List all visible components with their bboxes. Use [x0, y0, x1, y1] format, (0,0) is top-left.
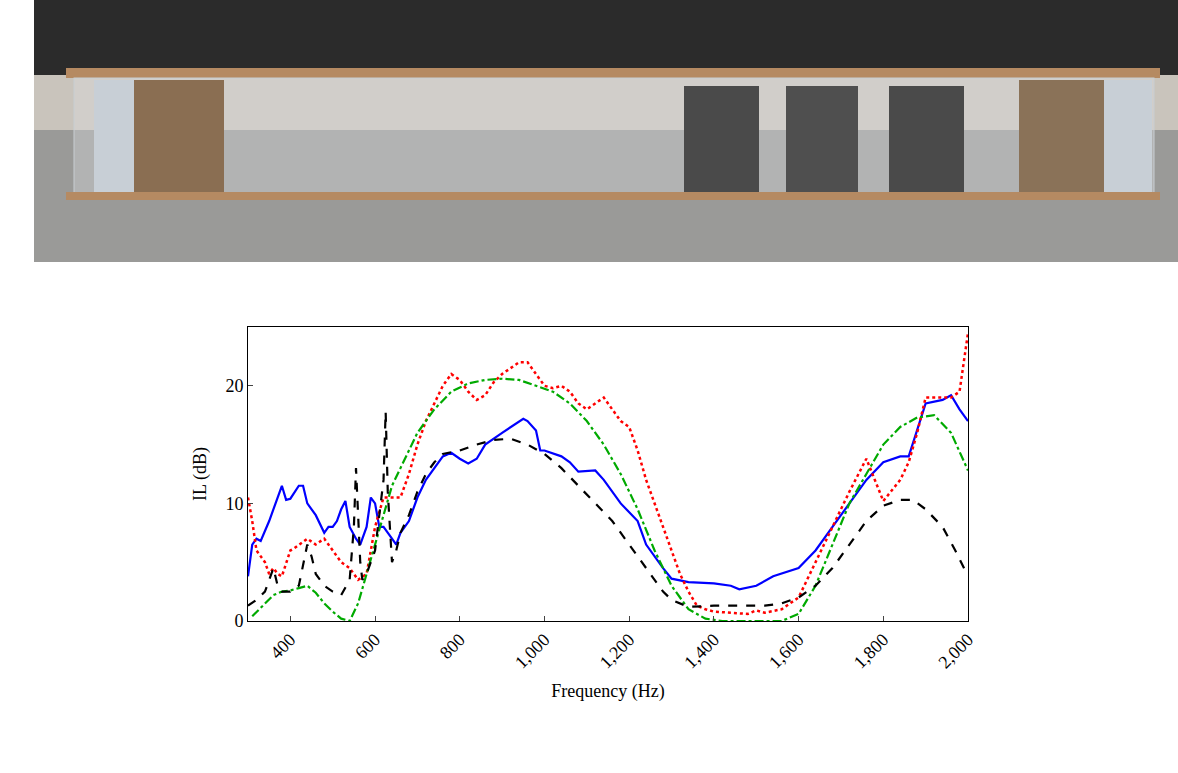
svg-text:1,400: 1,400 [680, 630, 723, 673]
svg-text:IL (dB): IL (dB) [190, 447, 211, 501]
svg-text:1,200: 1,200 [596, 630, 639, 673]
svg-text:1,600: 1,600 [765, 630, 808, 673]
svg-text:1,800: 1,800 [850, 630, 893, 673]
svg-text:1,000: 1,000 [511, 630, 554, 673]
svg-text:Frequency (Hz): Frequency (Hz) [551, 681, 664, 702]
svg-text:0: 0 [234, 611, 243, 631]
svg-text:10: 10 [225, 494, 243, 514]
svg-text:600: 600 [351, 630, 384, 663]
svg-text:2,000: 2,000 [934, 630, 977, 673]
svg-text:400: 400 [266, 630, 299, 663]
svg-text:800: 800 [436, 630, 469, 663]
svg-text:20: 20 [225, 376, 243, 396]
